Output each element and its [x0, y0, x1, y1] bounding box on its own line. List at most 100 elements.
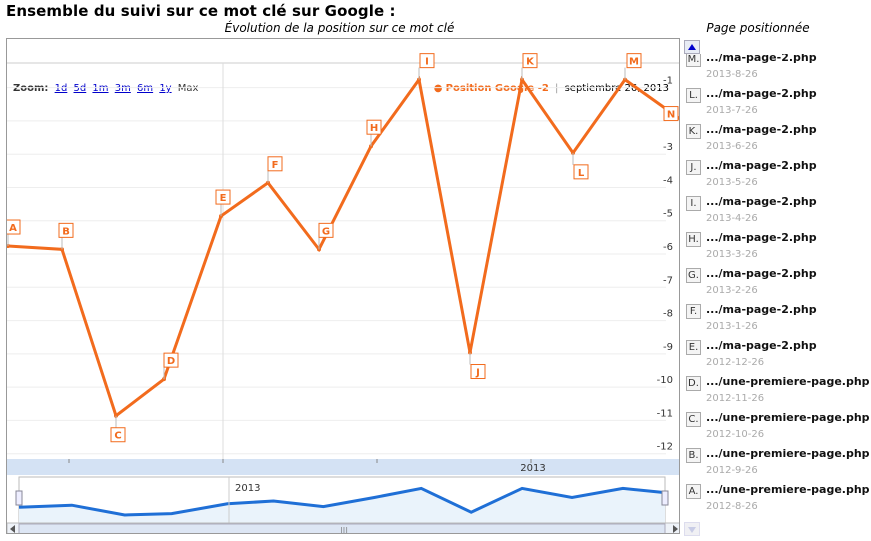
- page-list-item[interactable]: C. .../une-premiere-page.php 2012-10-26: [684, 410, 869, 444]
- page-list-item[interactable]: J. .../ma-page-2.php 2013-5-26: [684, 158, 869, 192]
- scroll-up-icon[interactable]: [684, 40, 700, 54]
- page-date: 2012-12-26: [706, 357, 765, 368]
- page-date: 2012-8-26: [706, 501, 758, 512]
- page-list-item[interactable]: B. .../une-premiere-page.php 2012-9-26: [684, 446, 869, 480]
- chart-svg[interactable]: -1-2-3-4-5-6-7-8-9-10-11-122013ABCDEFGHI…: [7, 39, 680, 534]
- flag-marker-n: N: [663, 106, 679, 122]
- scrollbar-thumb[interactable]: [18, 523, 666, 534]
- flag-label: G: [322, 226, 330, 237]
- navigator-line: [18, 486, 666, 517]
- chart-legend: ● Position Google -2 | septiembre 26, 20…: [434, 83, 669, 94]
- flag-marker-f: F: [267, 156, 283, 172]
- zoom-3m-link[interactable]: 3m: [114, 83, 131, 94]
- page-letter-badge: G.: [686, 268, 701, 283]
- flag-marker-c: C: [110, 427, 126, 443]
- zoom-5d-link[interactable]: 5d: [73, 83, 87, 94]
- page-list-item[interactable]: L. .../ma-page-2.php 2013-7-26: [684, 86, 869, 120]
- flag-box: [366, 119, 382, 135]
- page-url[interactable]: .../ma-page-2.php: [706, 87, 817, 100]
- page-url[interactable]: .../une-premiere-page.php: [706, 483, 869, 496]
- flag-marker-k: K: [522, 53, 538, 69]
- page-letter-badge: H.: [686, 232, 701, 247]
- y-tick-label: -11: [657, 408, 673, 419]
- chart-frame: Zoom: 1d 5d 1m 3m 6m 1y Max ● Position G…: [6, 38, 680, 534]
- page-list-item[interactable]: A. .../une-premiere-page.php 2012-8-26: [684, 482, 869, 516]
- legend-series-label: Position Google -2: [445, 83, 549, 94]
- flag-box: [318, 222, 334, 238]
- flag-label: L: [578, 168, 585, 179]
- page-url[interactable]: .../ma-page-2.php: [706, 54, 817, 64]
- page-url[interactable]: .../une-premiere-page.php: [706, 411, 869, 424]
- page-list-item[interactable]: G. .../ma-page-2.php 2013-2-26: [684, 266, 869, 300]
- page-list: M. .../ma-page-2.php 2013-8-26 L. .../ma-pag…: [684, 54, 869, 520]
- page-url[interactable]: .../ma-page-2.php: [706, 159, 817, 172]
- navigator-handle[interactable]: [661, 490, 669, 506]
- flag-box: [267, 156, 283, 172]
- flag-marker-a: A: [7, 219, 21, 235]
- page-date: 2012-10-26: [706, 429, 765, 440]
- page-letter-badge: F.: [686, 304, 701, 319]
- page-date: 2013-1-26: [706, 321, 758, 332]
- zoom-1m-link[interactable]: 1m: [92, 83, 109, 94]
- y-tick-label: -3: [663, 142, 673, 153]
- flag-box: [663, 106, 679, 122]
- flag-box: [163, 352, 179, 368]
- flag-label: N: [667, 110, 675, 121]
- legend-separator: |: [555, 83, 559, 94]
- page-date: 2013-4-26: [706, 213, 758, 224]
- page-letter-badge: E.: [686, 340, 701, 355]
- flag-marker-h: H: [366, 119, 382, 135]
- flag-box: [419, 53, 435, 69]
- page-panel-title: Page positionnée: [706, 21, 810, 35]
- flag-label: E: [220, 193, 227, 204]
- page-list-item[interactable]: K. .../ma-page-2.php 2013-6-26: [684, 122, 869, 156]
- page-url[interactable]: .../ma-page-2.php: [706, 339, 817, 352]
- page-letter-badge: M.: [686, 54, 701, 67]
- series-line: [7, 75, 679, 419]
- scrollbar-grip-icon: |||: [340, 526, 348, 534]
- y-tick-label: -10: [657, 375, 673, 386]
- y-tick-label: -5: [663, 209, 673, 220]
- flag-box: [58, 222, 74, 238]
- zoom-1d-link[interactable]: 1d: [54, 83, 68, 94]
- flag-label: B: [62, 226, 70, 237]
- page-letter-badge: J.: [686, 160, 701, 175]
- flag-box: [626, 53, 642, 69]
- page-list-item[interactable]: H. .../ma-page-2.php 2013-3-26: [684, 230, 869, 264]
- flag-marker-j: J: [470, 364, 486, 380]
- navigator-area: [19, 488, 665, 523]
- scroll-down-icon[interactable]: [684, 522, 700, 536]
- page-list-item[interactable]: F. .../ma-page-2.php 2013-1-26: [684, 302, 869, 336]
- flag-label: I: [425, 57, 429, 68]
- page-letter-badge: I.: [686, 196, 701, 211]
- zoom-1y-link[interactable]: 1y: [159, 83, 172, 94]
- scroll-left-icon[interactable]: [10, 525, 15, 533]
- page-list-item[interactable]: D. .../une-premiere-page.php 2012-11-26: [684, 374, 869, 408]
- flag-label: K: [526, 57, 535, 68]
- page-url[interactable]: .../ma-page-2.php: [706, 123, 817, 136]
- scroll-right-icon[interactable]: [673, 525, 678, 533]
- navigator-handle[interactable]: [15, 490, 23, 506]
- page-letter-badge: A.: [686, 484, 701, 499]
- page-letter-badge: D.: [686, 376, 701, 391]
- flag-marker-d: D: [163, 352, 179, 368]
- flag-box: [215, 189, 231, 205]
- flag-marker-m: M: [626, 53, 642, 69]
- zoom-6m-link[interactable]: 6m: [137, 83, 154, 94]
- page-list-item[interactable]: I. .../ma-page-2.php 2013-4-26: [684, 194, 869, 228]
- page-heading: Ensemble du suivi sur ce mot clé sur Goo…: [6, 2, 396, 20]
- page-url[interactable]: .../ma-page-2.php: [706, 267, 817, 280]
- page-list-item[interactable]: E. .../ma-page-2.php 2012-12-26: [684, 338, 869, 372]
- legend-date: septiembre 26, 2013: [564, 83, 669, 94]
- page-url[interactable]: .../ma-page-2.php: [706, 231, 817, 244]
- page-url[interactable]: .../une-premiere-page.php: [706, 375, 869, 388]
- page-date: 2012-9-26: [706, 465, 758, 476]
- page-url[interactable]: .../ma-page-2.php: [706, 303, 817, 316]
- flag-marker-l: L: [573, 164, 589, 180]
- page-letter-badge: L.: [686, 88, 701, 103]
- y-tick-label: -8: [663, 309, 673, 320]
- page-url[interactable]: .../une-premiere-page.php: [706, 447, 869, 460]
- page-date: 2013-6-26: [706, 141, 758, 152]
- page-url[interactable]: .../ma-page-2.php: [706, 195, 817, 208]
- page-list-item[interactable]: M. .../ma-page-2.php 2013-8-26: [684, 54, 869, 84]
